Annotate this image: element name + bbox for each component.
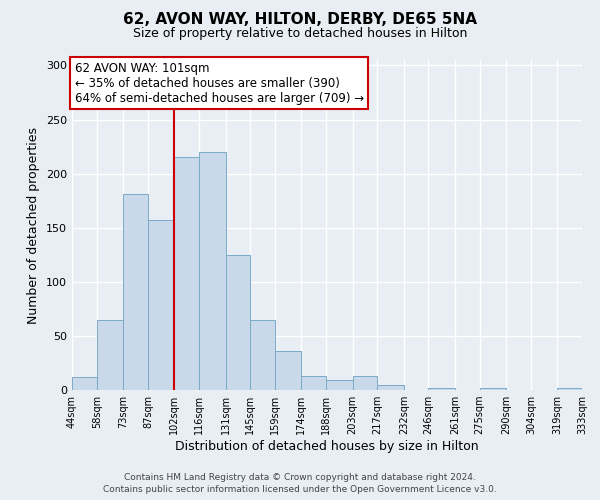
Y-axis label: Number of detached properties: Number of detached properties — [28, 126, 40, 324]
Bar — [479, 388, 506, 390]
Text: 62 AVON WAY: 101sqm
← 35% of detached houses are smaller (390)
64% of semi-detac: 62 AVON WAY: 101sqm ← 35% of detached ho… — [74, 62, 364, 104]
Bar — [353, 376, 377, 390]
Text: Contains HM Land Registry data © Crown copyright and database right 2024.
Contai: Contains HM Land Registry data © Crown c… — [103, 472, 497, 494]
Bar — [199, 152, 226, 390]
Bar — [226, 255, 250, 390]
X-axis label: Distribution of detached houses by size in Hilton: Distribution of detached houses by size … — [175, 440, 479, 453]
Bar — [175, 158, 199, 390]
Bar — [123, 194, 148, 390]
Bar — [97, 320, 123, 390]
Bar — [72, 377, 97, 390]
Bar — [557, 388, 582, 390]
Bar — [275, 351, 301, 390]
Bar — [326, 380, 353, 390]
Bar — [148, 220, 175, 390]
Bar — [377, 384, 404, 390]
Bar — [301, 376, 326, 390]
Bar — [250, 320, 275, 390]
Text: Size of property relative to detached houses in Hilton: Size of property relative to detached ho… — [133, 28, 467, 40]
Bar — [428, 388, 455, 390]
Text: 62, AVON WAY, HILTON, DERBY, DE65 5NA: 62, AVON WAY, HILTON, DERBY, DE65 5NA — [123, 12, 477, 28]
